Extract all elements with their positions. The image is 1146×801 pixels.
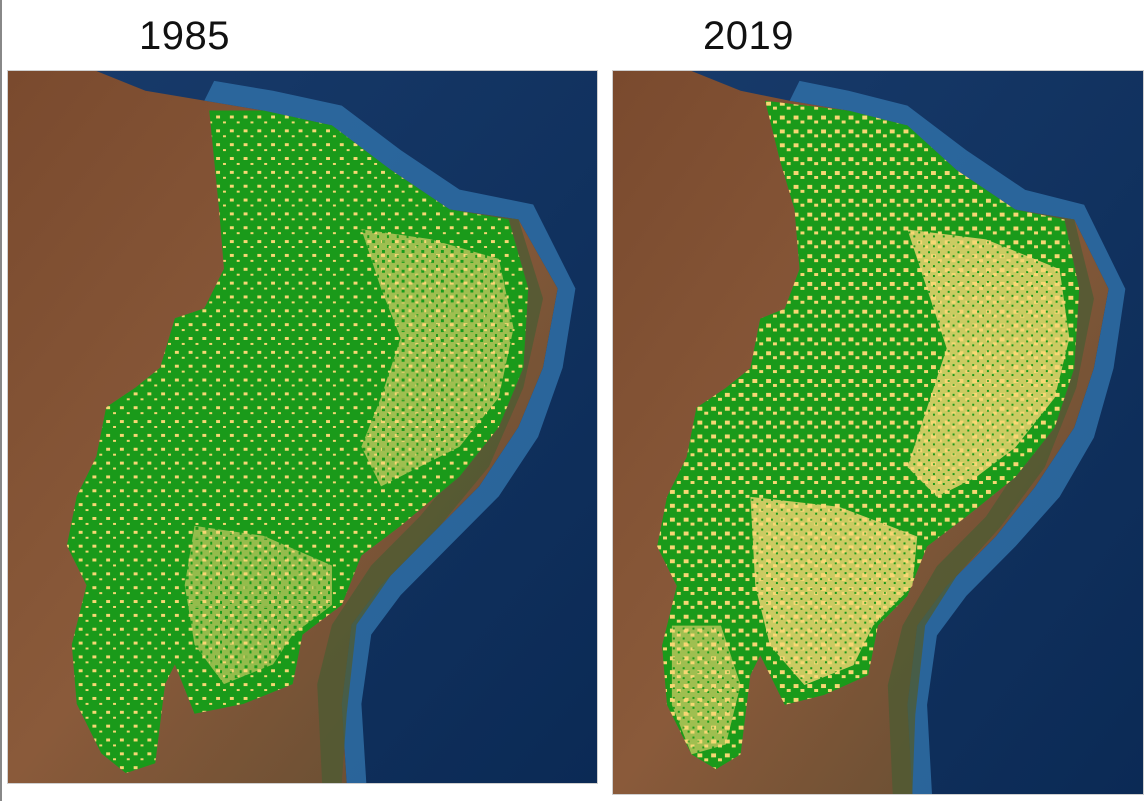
- coastal-green: [317, 169, 544, 783]
- map-1985: [8, 71, 597, 783]
- nonforest-patch-east: [361, 229, 514, 487]
- map-2019: [613, 71, 1143, 794]
- nonforest-patch-east: [907, 229, 1070, 497]
- map-panel-1985: [7, 70, 598, 784]
- nonforest-patch-south: [750, 496, 918, 686]
- coastal-green: [887, 170, 1094, 794]
- year-label-1985: 1985: [139, 14, 230, 58]
- year-label-2019: 2019: [703, 14, 794, 58]
- nonforest-patch-southwest: [671, 625, 741, 755]
- map-panel-2019: [612, 70, 1144, 795]
- nonforest-patch-south: [184, 525, 332, 685]
- window-edge: [0, 0, 2, 801]
